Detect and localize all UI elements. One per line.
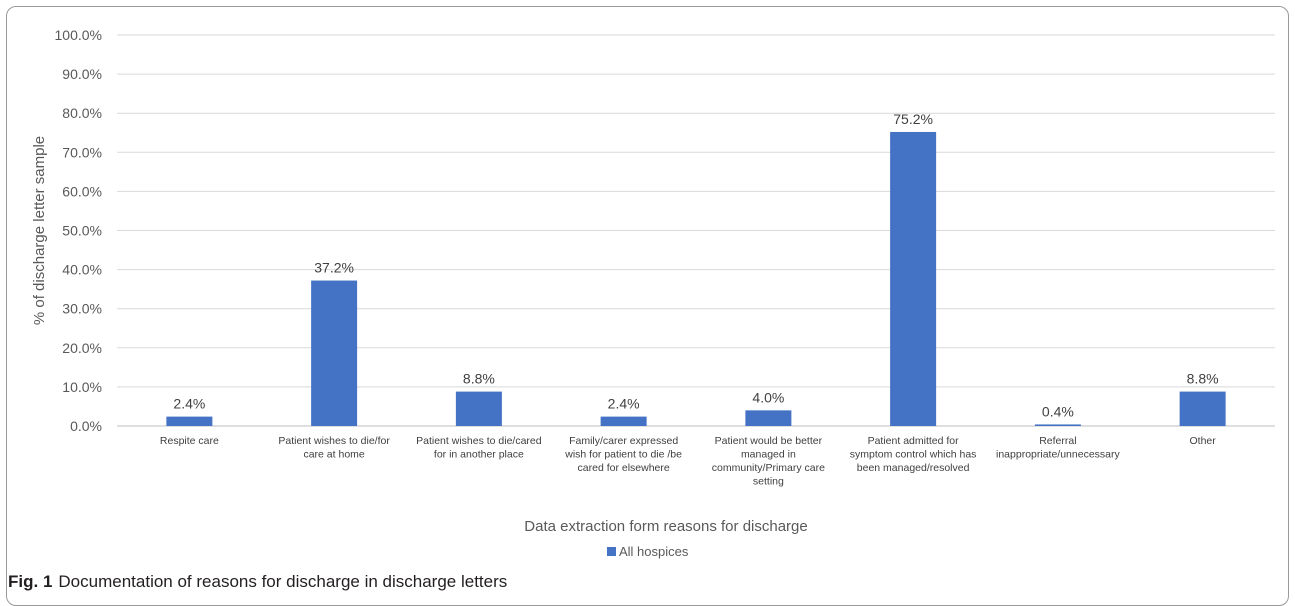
data-label: 2.4% bbox=[173, 396, 205, 412]
data-label: 75.2% bbox=[893, 111, 933, 127]
x-tick-label: Patient admitted for symptom control whic… bbox=[850, 435, 977, 474]
bars bbox=[166, 131, 1226, 426]
bar-chart: 0.0% 10.0% 20.0% 30.0% 40.0% 50.0% 60.0% 70.0% 8… bbox=[31, 27, 1275, 559]
caption-text: Documentation of reasons for discharge i… bbox=[58, 572, 508, 591]
x-axis-categories: Respite care Patient wishes to die/for car… bbox=[160, 435, 1216, 488]
y-tick-label: 50.0% bbox=[62, 223, 102, 239]
y-tick-label: 30.0% bbox=[62, 301, 102, 317]
x-tick-label: Patient would be better managed in communi… bbox=[712, 435, 825, 488]
legend-swatch bbox=[607, 547, 616, 556]
x-tick-label: Respite care bbox=[160, 435, 219, 447]
data-label: 0.4% bbox=[1042, 403, 1074, 419]
bar bbox=[455, 391, 502, 426]
legend-label: All hospices bbox=[619, 544, 689, 559]
x-tick-label: Other bbox=[1189, 435, 1216, 447]
x-tick-label: Family/carer expressed wish for patient t… bbox=[564, 435, 682, 474]
data-label: 8.8% bbox=[1187, 371, 1219, 387]
y-tick-label: 80.0% bbox=[62, 105, 102, 121]
x-tick-label: Patient wishes to die/for care at home bbox=[278, 435, 390, 461]
bar bbox=[1034, 424, 1081, 426]
y-tick-label: 100.0% bbox=[55, 27, 102, 43]
bar bbox=[166, 416, 213, 426]
bar bbox=[600, 416, 647, 426]
y-tick-label: 90.0% bbox=[62, 66, 102, 82]
data-label: 4.0% bbox=[752, 389, 784, 405]
gridlines bbox=[117, 34, 1275, 427]
data-label: 8.8% bbox=[463, 371, 495, 387]
y-tick-label: 10.0% bbox=[62, 379, 102, 395]
y-axis-ticks: 0.0% 10.0% 20.0% 30.0% 40.0% 50.0% 60.0% 70.0% 8… bbox=[55, 27, 102, 434]
y-tick-label: 60.0% bbox=[62, 183, 102, 199]
bar bbox=[311, 280, 358, 426]
y-tick-label: 70.0% bbox=[62, 144, 102, 160]
y-tick-label: 40.0% bbox=[62, 262, 102, 278]
x-tick-label: Patient wishes to die/cared for in anothe… bbox=[416, 435, 542, 461]
x-axis-title: Data extraction form reasons for dischar… bbox=[524, 518, 807, 535]
figure-caption: Fig. 1 Documentation of reasons for disch… bbox=[8, 572, 507, 592]
data-label: 37.2% bbox=[314, 260, 354, 276]
y-tick-label: 20.0% bbox=[62, 340, 102, 356]
x-tick-label: Referral inappropriate/unnecessary bbox=[996, 435, 1120, 461]
bar bbox=[1179, 391, 1226, 426]
bar bbox=[890, 131, 937, 426]
data-label: 2.4% bbox=[608, 396, 640, 412]
y-tick-label: 0.0% bbox=[70, 418, 102, 434]
legend: All hospices bbox=[607, 544, 689, 559]
caption-label: Fig. 1 bbox=[8, 572, 53, 591]
bar bbox=[745, 410, 792, 426]
data-labels: 2.4% 37.2% 8.8% 2.4% 4.0% 75.2% 0.4% 8.8% bbox=[173, 111, 1218, 419]
y-axis-title: % of discharge letter sample bbox=[31, 136, 48, 325]
